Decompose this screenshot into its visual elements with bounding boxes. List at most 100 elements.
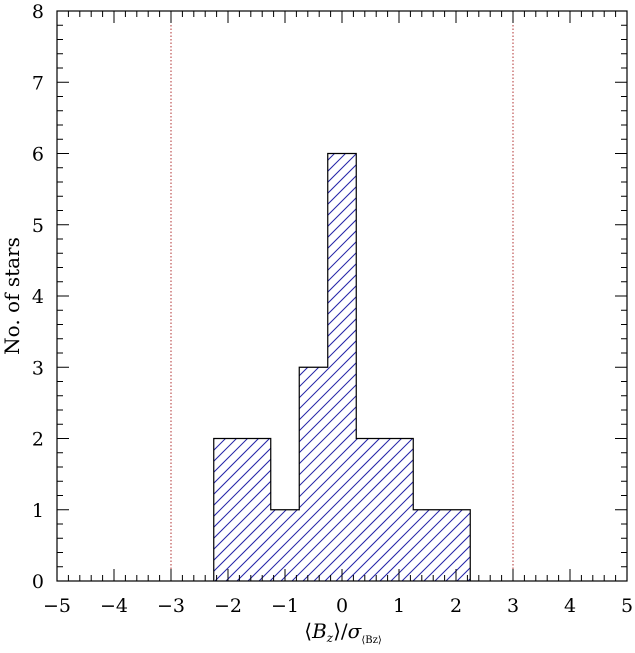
- x-title-sigma-sub: ⟨Bz⟩: [361, 635, 382, 646]
- x-title-sub: z: [326, 631, 334, 645]
- hatch-line: [213, 153, 471, 581]
- hatch-line: [225, 153, 471, 581]
- hatch-line: [501, 11, 635, 581]
- hatch-line: [213, 153, 471, 581]
- hatch-line: [213, 153, 471, 581]
- hatch-line: [280, 153, 471, 581]
- hatch-line: [456, 153, 471, 581]
- hatch-line: [434, 153, 471, 581]
- y-tick-label: 8: [32, 1, 44, 23]
- hatch-line: [213, 153, 471, 581]
- x-title-open: ⟨: [304, 619, 312, 643]
- hatch-line: [379, 153, 471, 581]
- hatch-line: [214, 153, 471, 581]
- hatch-line: [213, 153, 471, 581]
- x-tick-labels: −5 −4 −3 −2 −1 0 1 2 3 4 5: [43, 595, 633, 617]
- hatch-line: [445, 153, 471, 581]
- hatch-line: [213, 153, 335, 581]
- x-title-var: B: [311, 619, 327, 643]
- hatch-line: [213, 153, 471, 581]
- hatch-line: [213, 153, 471, 581]
- histogram-outline: [213, 152, 471, 581]
- hatch-line: [236, 153, 471, 581]
- x-title-sigma: σ: [348, 619, 363, 643]
- hatch-line: [213, 153, 471, 581]
- x-axis-title: ⟨Bz⟩/σ⟨Bz⟩: [304, 619, 382, 646]
- x-tick-label: 5: [621, 595, 633, 617]
- hatch-line: [335, 153, 471, 581]
- hatch-line: [247, 153, 471, 581]
- x-tick-label: −4: [100, 595, 128, 617]
- hatch-line: [0, 11, 180, 581]
- hatch-line: [213, 153, 471, 581]
- hatch-line: [258, 153, 471, 581]
- y-tick-label: 1: [32, 500, 44, 522]
- x-tick-label: 2: [450, 595, 462, 617]
- y-tick-label: 7: [32, 72, 44, 94]
- hatch-line: [213, 153, 313, 581]
- x-tick-label: −5: [43, 595, 71, 617]
- hatch-line: [213, 153, 471, 581]
- hatch-line: [213, 153, 324, 581]
- hatch-line: [213, 153, 471, 581]
- hatch-line: [213, 153, 471, 581]
- hatch-line: [490, 11, 635, 581]
- hatch-line: [213, 153, 471, 581]
- hatch-line: [213, 153, 471, 581]
- x-tick-label: −2: [214, 595, 242, 617]
- plot-frame: [56, 10, 628, 582]
- y-tick-label: 2: [32, 429, 44, 451]
- hatch-line: [0, 11, 202, 581]
- hatch-line: [213, 153, 471, 581]
- hatch-line: [213, 153, 471, 581]
- hatch-line: [479, 11, 635, 581]
- hatch-line: [0, 11, 169, 581]
- y-tick-labels: 0 1 2 3 4 5 6 7 8: [32, 1, 44, 593]
- x-tick-label: 4: [564, 595, 576, 617]
- hatch-line: [213, 153, 467, 581]
- hatch-line: [213, 153, 471, 581]
- hatch-line: [467, 153, 471, 581]
- hatch-line: [412, 153, 471, 581]
- hatch-line: [213, 153, 471, 581]
- x-tick-label: 1: [393, 595, 405, 617]
- hatch-line: [423, 153, 471, 581]
- hatch-line: [213, 153, 471, 581]
- hatch-line: [589, 11, 635, 581]
- y-tick-label: 4: [32, 286, 44, 308]
- hatch-line: [213, 153, 471, 581]
- hatch-line: [368, 153, 471, 581]
- y-tick-label: 3: [32, 357, 44, 379]
- hatch-line: [302, 153, 471, 581]
- x-tick-label: −3: [157, 595, 185, 617]
- hatch-line: [213, 153, 471, 581]
- hatch-line: [269, 153, 471, 581]
- threshold-lines: [170, 11, 514, 581]
- hatch-line: [313, 153, 471, 581]
- x-title-slash: /: [341, 619, 348, 643]
- y-tick-label: 5: [32, 215, 44, 237]
- x-tick-label: 3: [507, 595, 519, 617]
- x-title-close: ⟩: [333, 619, 341, 643]
- hatch-line: [213, 153, 346, 581]
- hatch-line: [324, 153, 471, 581]
- hatch-line: [213, 153, 471, 581]
- histogram-hatching: [0, 11, 635, 581]
- y-tick-label: 0: [32, 571, 44, 593]
- hatch-line: [346, 153, 471, 581]
- y-axis-title: No. of stars: [0, 237, 24, 355]
- hatch-line: [213, 153, 471, 581]
- x-tick-label: −1: [271, 595, 299, 617]
- hatch-line: [0, 11, 191, 581]
- hatch-line: [213, 153, 471, 581]
- hatch-line: [213, 153, 471, 581]
- axis-ticks: [56, 10, 628, 582]
- hatch-line: [291, 153, 471, 581]
- hatch-line: [213, 153, 471, 581]
- y-tick-label: 6: [32, 144, 44, 166]
- hatch-line: [213, 153, 471, 581]
- hatch-line: [401, 153, 471, 581]
- hatch-line: [213, 153, 357, 581]
- x-tick-label: 0: [336, 595, 348, 617]
